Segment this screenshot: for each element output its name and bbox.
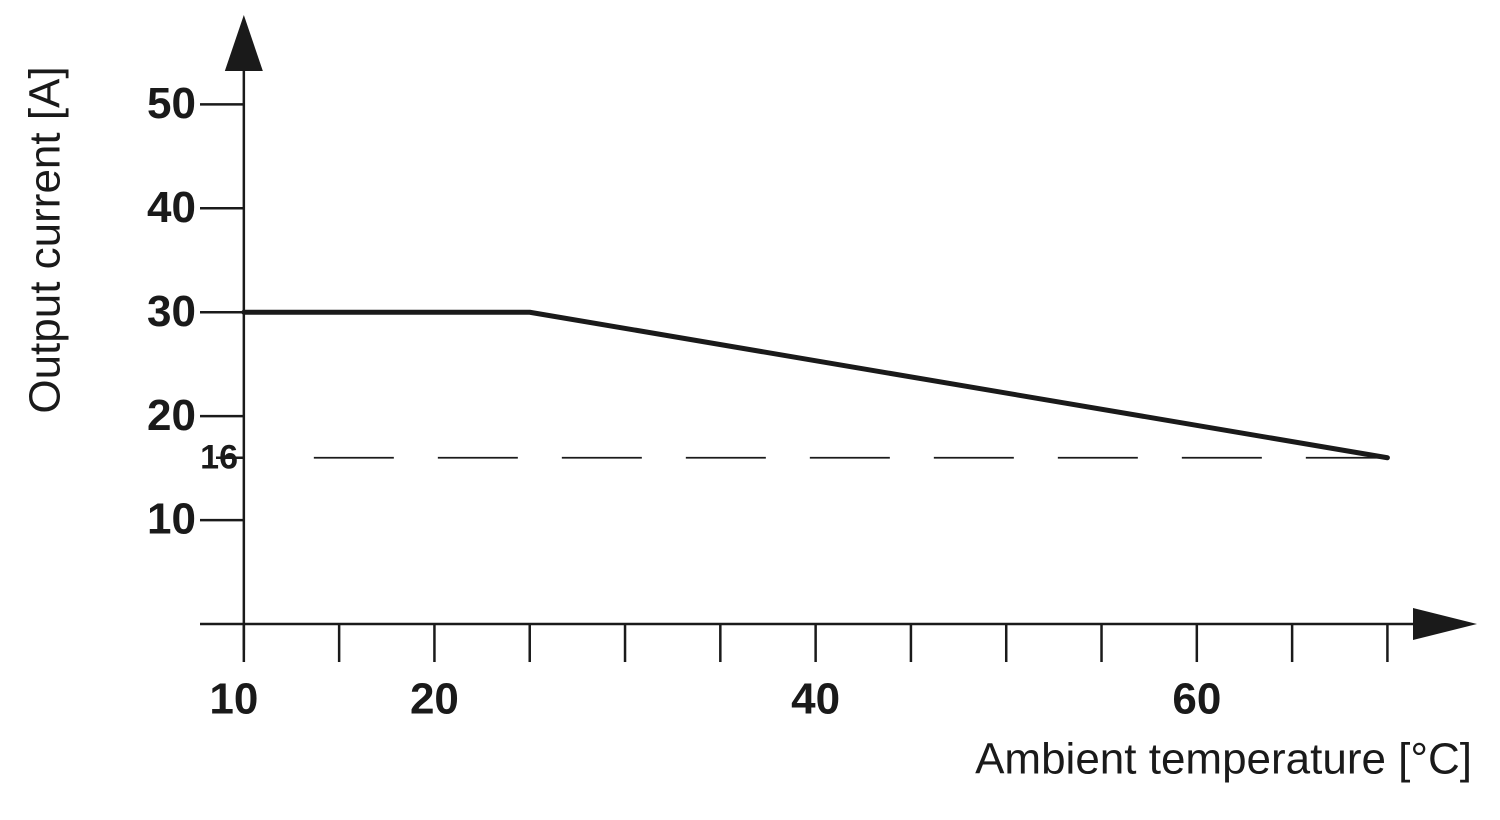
y-tick-label: 10 [147, 495, 196, 544]
reference-label: 16 [200, 439, 238, 477]
x-tick-label: 40 [791, 675, 840, 724]
x-tick-label: 60 [1172, 675, 1221, 724]
x-tick-label: 20 [410, 675, 459, 724]
y-axis-label: Output current [A] [21, 66, 70, 413]
y-tick-label: 20 [147, 391, 196, 440]
x-axis-arrow [1413, 608, 1477, 641]
y-tick-label: 30 [147, 287, 196, 336]
y-tick-label: 40 [147, 183, 196, 232]
x-axis-label: Ambient temperature [°C] [975, 735, 1472, 784]
x-tick-label: 10 [209, 675, 258, 724]
y-tick-label: 50 [147, 79, 196, 128]
y-axis-arrow [224, 15, 263, 71]
derating-line [241, 309, 1390, 461]
